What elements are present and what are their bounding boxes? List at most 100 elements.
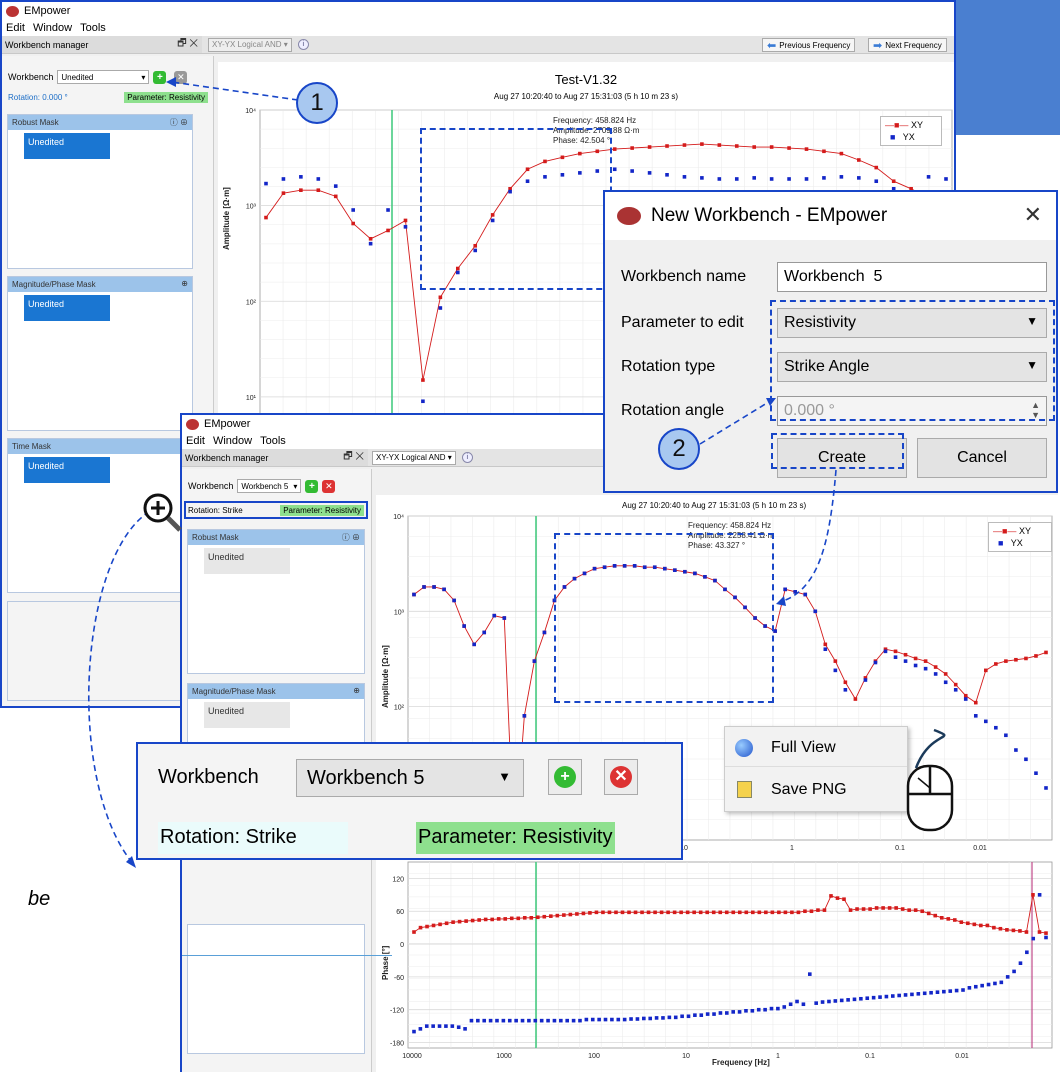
cancel-button[interactable]: Cancel bbox=[917, 438, 1047, 478]
yx-point bbox=[891, 186, 896, 191]
info-icon[interactable]: i bbox=[461, 452, 473, 463]
menu-window[interactable]: Window bbox=[212, 435, 253, 447]
png-icon bbox=[737, 781, 752, 798]
add-icon[interactable]: ⊕ bbox=[181, 279, 188, 288]
workbench-combo[interactable]: Workbench 5 ▾ bbox=[237, 479, 302, 493]
yx-point bbox=[857, 176, 861, 180]
xy-point bbox=[891, 179, 896, 184]
xy-point bbox=[633, 910, 638, 915]
x-tick-label: 1 bbox=[776, 1053, 780, 1060]
xy-point bbox=[966, 921, 970, 926]
info-icon[interactable]: ⓘ ⊕ bbox=[169, 118, 188, 127]
yx-point bbox=[923, 666, 928, 671]
yx-point bbox=[1025, 950, 1029, 955]
workbench-combo[interactable]: Unedited ▾ bbox=[57, 70, 150, 84]
yx-point bbox=[421, 399, 425, 404]
previous-frequency-label: Previous Frequency bbox=[779, 40, 851, 50]
float-close-icon[interactable]: 🗗 ✕ bbox=[343, 451, 364, 462]
menu-edit[interactable]: Edit bbox=[186, 435, 205, 447]
menu-edit[interactable]: Edit bbox=[6, 22, 25, 34]
x-tick-label: 10 bbox=[682, 1053, 690, 1060]
x-tick-label: 0.1 bbox=[895, 845, 905, 850]
xy-point bbox=[473, 244, 478, 248]
xy-point bbox=[1014, 657, 1018, 662]
info-icon[interactable]: i bbox=[297, 39, 309, 50]
back-titlebar: EMpower bbox=[2, 2, 954, 20]
robust-mask-header[interactable]: Robust Mask ⓘ ⊕ bbox=[8, 115, 192, 130]
magnitude-phase-mask-item[interactable]: Unedited bbox=[24, 295, 110, 321]
xy-point bbox=[963, 693, 968, 698]
info-icon[interactable]: ⓘ ⊕ bbox=[341, 533, 360, 542]
delete-icon: ✕ bbox=[610, 766, 632, 788]
arrow-right-icon: ➡ bbox=[873, 39, 883, 52]
xy-point bbox=[933, 665, 938, 669]
xy-point bbox=[418, 925, 423, 930]
yx-point bbox=[713, 578, 717, 583]
tooltip-frequency: Frequency: 458.824 Hz bbox=[688, 521, 772, 530]
yx-point bbox=[542, 630, 547, 635]
float-close-icon[interactable]: 🗗 ✕ bbox=[177, 38, 198, 49]
add-workbench-button[interactable]: + bbox=[305, 479, 319, 493]
yx-point bbox=[299, 175, 303, 179]
yx-point bbox=[455, 270, 460, 275]
yx-point bbox=[562, 585, 567, 589]
time-mask-header[interactable]: Time Mask bbox=[8, 439, 192, 454]
xy-point bbox=[522, 916, 527, 920]
rotation-type-select[interactable]: Strike Angle ▼ bbox=[777, 352, 1047, 382]
close-icon[interactable]: ✕ bbox=[1023, 202, 1042, 227]
yx-point bbox=[782, 1005, 787, 1009]
workbench-combo-value: Workbench 5 bbox=[241, 481, 289, 491]
add-icon[interactable]: ⊕ bbox=[353, 686, 360, 695]
yx-point bbox=[648, 1016, 653, 1021]
add-workbench-button[interactable]: + bbox=[153, 70, 167, 84]
arrowhead-4 bbox=[126, 856, 136, 868]
xy-point bbox=[734, 144, 739, 148]
create-button[interactable]: Create bbox=[777, 438, 907, 478]
robust-mask-header[interactable]: Robust Mask ⓘ ⊕ bbox=[188, 530, 364, 545]
yx-point bbox=[712, 1012, 716, 1016]
status-row: Rotation: Strike Parameter: Resistivity bbox=[184, 501, 368, 519]
yx-point bbox=[763, 1007, 767, 1012]
magnitude-phase-mask-header[interactable]: Magnitude/Phase Mask ⊕ bbox=[188, 684, 364, 699]
zoom-add-button[interactable]: + bbox=[548, 759, 582, 795]
xy-point bbox=[893, 649, 898, 654]
full-view-item[interactable]: Full View bbox=[725, 729, 907, 767]
robust-mask-item[interactable]: Unedited bbox=[24, 133, 110, 159]
xy-point bbox=[972, 922, 977, 927]
rotation-angle-spinbox[interactable]: 0.000 ° ▲ ▼ bbox=[777, 396, 1047, 426]
yx-point bbox=[1012, 969, 1016, 974]
magnitude-phase-mask-header[interactable]: Magnitude/Phase Mask ⊕ bbox=[8, 277, 192, 292]
save-png-item[interactable]: Save PNG bbox=[725, 771, 907, 809]
yx-point bbox=[333, 184, 338, 188]
xy-point bbox=[525, 167, 530, 172]
parameter-select[interactable]: Resistivity ▼ bbox=[777, 308, 1047, 338]
delete-workbench-button[interactable]: ✕ bbox=[322, 479, 336, 493]
zoom-workbench-combo[interactable]: Workbench 5 ▼ bbox=[296, 759, 524, 797]
previous-frequency-button[interactable]: ⬅ Previous Frequency bbox=[762, 38, 856, 52]
next-frequency-button[interactable]: ➡ Next Frequency bbox=[868, 38, 947, 52]
logic-combo[interactable]: XY-YX Logical AND ▾ bbox=[208, 37, 292, 52]
y-tick-label: 10³ bbox=[246, 204, 257, 211]
menu-tools[interactable]: Tools bbox=[260, 435, 286, 447]
parameter-value: Resistivity bbox=[784, 314, 857, 331]
time-mask-item[interactable]: Unedited bbox=[24, 457, 110, 483]
next-frequency-label: Next Frequency bbox=[885, 40, 942, 50]
yx-point bbox=[980, 983, 984, 988]
yx-point bbox=[432, 585, 436, 589]
yx-point bbox=[622, 564, 627, 568]
menu-window[interactable]: Window bbox=[32, 22, 73, 34]
spin-arrows-icon[interactable]: ▲ ▼ bbox=[1031, 400, 1040, 420]
robust-mask-item[interactable]: Unedited bbox=[204, 548, 290, 574]
magnitude-phase-mask-item[interactable]: Unedited bbox=[204, 702, 290, 728]
full-view-label: Full View bbox=[771, 738, 836, 756]
yx-point bbox=[705, 1012, 710, 1016]
menu-tools[interactable]: Tools bbox=[80, 22, 106, 34]
logic-combo[interactable]: XY-YX Logical AND ▾ bbox=[372, 450, 456, 465]
workbench-name-input[interactable]: Workbench 5 bbox=[777, 262, 1047, 292]
xy-point bbox=[909, 186, 913, 191]
delete-workbench-button[interactable]: ✕ bbox=[174, 70, 188, 84]
zoom-delete-button[interactable]: ✕ bbox=[604, 759, 638, 795]
xy-point bbox=[549, 914, 553, 918]
legend-yx-marker: ■ bbox=[993, 538, 1009, 548]
